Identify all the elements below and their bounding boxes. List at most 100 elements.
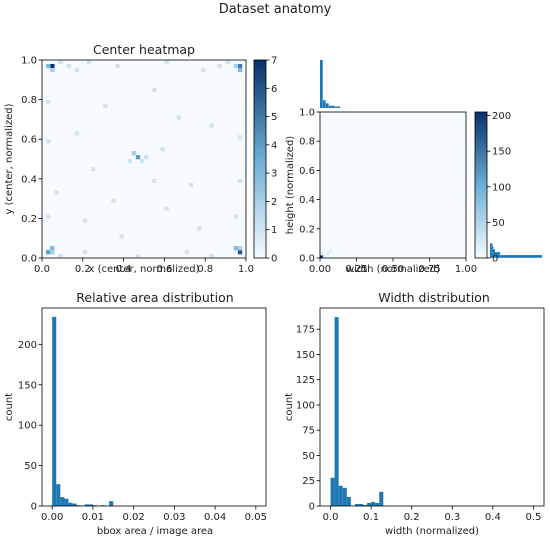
x-tick-label: 0.2 (404, 512, 420, 523)
wh-heatmap-xlabel: width (normalized) (346, 264, 440, 275)
center-heatmap-colorbar-ticks: 0 1 2 3 4 5 6 7 (266, 56, 277, 265)
y-tick-label: 125 (296, 375, 315, 386)
histogram-bar (76, 505, 81, 506)
heatmap-cell (46, 63, 51, 69)
x-tick-label: 0.50 (382, 264, 404, 275)
center-heatmap-ylabel: y (center, normalized) (4, 103, 15, 214)
heatmap-background (320, 112, 466, 258)
wh-heatmap-ticks: 0.00 0.25 0.50 0.75 1.00 0.0 0.2 0.4 0.6 0.8 1.0 (299, 108, 477, 276)
width-histogram-bars (330, 317, 384, 506)
histogram-bar (52, 316, 57, 506)
x-tick-label: 0.0 (323, 512, 339, 523)
wh-heatmap-colorbar-ticks: 0 50 100 150 200 (487, 111, 511, 265)
y-tick-label: 150 (296, 350, 315, 361)
colorbar-tick-label: 2 (271, 197, 277, 208)
histogram-bar (367, 502, 372, 506)
x-tick-label: 0.4 (485, 512, 501, 523)
colorbar-tick-label: 100 (492, 182, 511, 193)
width-histogram-ylabel: count (284, 393, 295, 421)
area-histogram-ticks: 0.00 0.01 0.02 0.03 0.04 0.05 0 50 100 150 200 (18, 340, 267, 523)
histogram-bar (371, 501, 376, 506)
y-tick-label: 75 (302, 426, 315, 437)
heatmap-cell (152, 87, 157, 92)
heatmap-cell (131, 151, 137, 156)
wh-heatmap-colorbar-frame (474, 111, 488, 259)
histogram-bar (60, 497, 65, 506)
histogram-bar (334, 317, 339, 506)
y-tick-label: 0 (309, 502, 315, 513)
histogram-bar (109, 501, 114, 506)
heatmap-cell (86, 60, 92, 65)
y-tick-label: 0.2 (21, 214, 37, 225)
marginal-bar (490, 243, 493, 247)
y-tick-label: 0.0 (299, 254, 315, 265)
histogram-bar (346, 496, 351, 506)
area-histogram-ylabel: count (4, 393, 15, 421)
heatmap-cell (58, 60, 63, 65)
heatmap-cell (115, 63, 120, 69)
colorbar-tick-label: 1 (271, 225, 277, 236)
heatmap-cell (188, 182, 194, 188)
x-tick-label: 0.4 (116, 264, 132, 275)
width-histogram-frame (319, 307, 545, 507)
histogram-bar (92, 505, 97, 506)
heatmap-cell (197, 226, 202, 231)
colorbar-tick-label: 0 (271, 254, 277, 265)
marginal-bar (331, 105, 335, 108)
heatmap-cell (237, 135, 243, 140)
heatmap-cell (135, 155, 141, 160)
center-heatmap-colorbar (254, 60, 266, 258)
y-tick-label: 50 (24, 461, 37, 472)
colorbar-tick-label: 4 (271, 140, 277, 151)
y-tick-label: 0.0 (21, 254, 37, 265)
y-tick-label: 200 (18, 340, 37, 351)
area-histogram-panel: Relative area distribution 0.00 0.01 0.02 0… (4, 290, 267, 537)
marginal-bar (328, 105, 332, 108)
width-histogram-panel: Width distribution 0.0 0.1 0.2 0.3 0.4 0.5 0 25… (284, 290, 545, 537)
wh-heatmap-cells (320, 112, 466, 259)
heatmap-cell (74, 67, 80, 73)
y-tick-label: 1.0 (21, 56, 37, 67)
heatmap-cell (217, 63, 222, 69)
y-tick-label: 50 (302, 451, 315, 462)
center-heatmap-panel: Center heatmap 0.0 0.2 0.4 0.6 0.8 1.00.00.20… (4, 42, 277, 275)
histogram-bar (375, 502, 380, 506)
center-heatmap-frame (41, 59, 247, 259)
width-marginal-histogram (320, 60, 341, 108)
y-tick-label: 0.8 (299, 137, 315, 148)
histogram-bar (338, 485, 343, 506)
area-histogram-bars (52, 316, 114, 506)
heatmap-cell (164, 206, 169, 211)
marginal-bar (320, 60, 323, 108)
area-histogram-xlabel: bbox area / image area (97, 526, 213, 537)
histogram-bar (330, 477, 335, 506)
area-histogram-title: Relative area distribution (76, 290, 233, 305)
heatmap-cell (50, 63, 55, 69)
heatmap-cell (46, 139, 51, 144)
heatmap-cell (164, 60, 169, 65)
y-tick-label: 0.6 (21, 135, 37, 146)
x-tick-label: 0.02 (123, 512, 145, 523)
heatmap-cell (144, 155, 149, 160)
heatmap-cell (50, 67, 55, 73)
histogram-bar (84, 504, 89, 506)
heatmap-cell (184, 250, 190, 255)
center-heatmap-ticks: 0.0 0.2 0.4 0.6 0.8 1.0 0.0 0.2 0.4 0.6 0.8 1.0 (21, 56, 254, 276)
histogram-bar (363, 504, 368, 506)
colorbar-tick-label: 50 (492, 218, 505, 229)
heatmap-cell (160, 147, 165, 152)
heatmap-cell (119, 234, 124, 239)
x-tick-label: 0.03 (163, 512, 185, 523)
colorbar-tick-label: 200 (492, 111, 511, 122)
heatmap-cell (325, 252, 330, 256)
histogram-bar (342, 487, 347, 506)
area-histogram-frame (41, 307, 267, 507)
histogram-bar (88, 504, 93, 506)
heatmap-cell (90, 166, 96, 172)
marginal-bar (490, 255, 542, 258)
y-tick-label: 0.4 (21, 174, 37, 185)
heatmap-cell (209, 123, 214, 128)
y-tick-label: 0 (31, 502, 37, 513)
